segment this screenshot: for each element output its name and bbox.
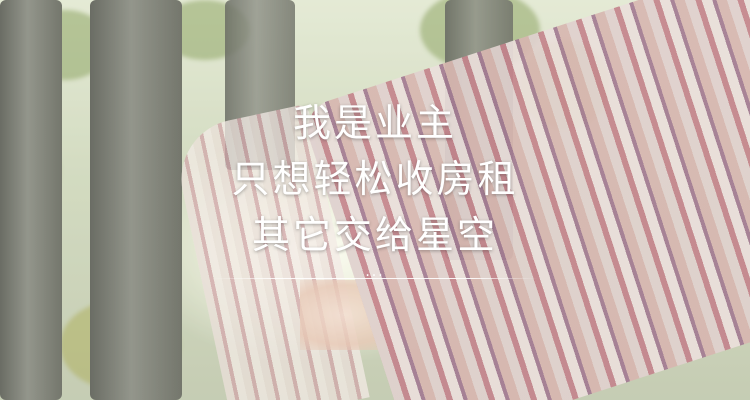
headline-line-1: 我是业主 — [292, 101, 457, 145]
headline-block: 我是业主 只想轻松收房租 其它交给星空 — [0, 95, 750, 263]
ellipsis-mark: ··· — [365, 268, 385, 284]
tree-trunk — [90, 0, 182, 400]
headline-line-2: 只想轻松收房租 — [231, 157, 519, 201]
headline-line-3: 其它交给星空 — [251, 213, 498, 257]
tree-trunk — [0, 0, 62, 400]
divider-line — [212, 278, 538, 279]
